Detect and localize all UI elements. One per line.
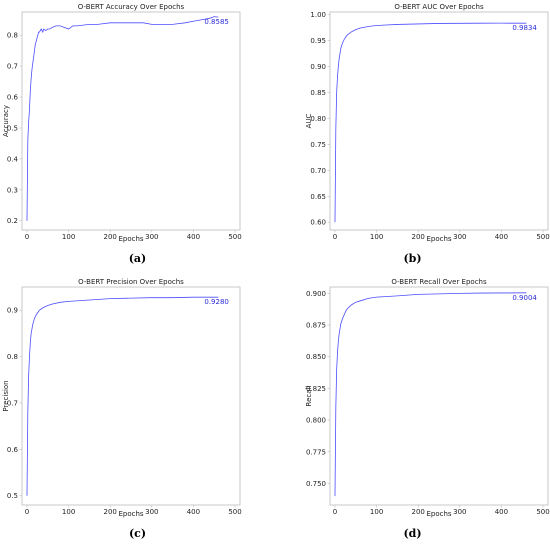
x-tick-label: 400 bbox=[187, 233, 200, 241]
x-tick-label: 400 bbox=[495, 233, 508, 241]
chart-title: O-BERT Accuracy Over Epochs bbox=[78, 3, 185, 11]
series-line bbox=[26, 16, 219, 221]
x-axis-label: Epochs bbox=[118, 235, 143, 243]
x-axis-label: Epochs bbox=[426, 235, 451, 243]
x-tick-label: 100 bbox=[62, 233, 75, 241]
y-tick-label: 0.6 bbox=[7, 94, 19, 102]
chart-panel-a: O-BERT Accuracy Over Epochs Epochs Accur… bbox=[0, 0, 275, 275]
y-tick-label: 0.85 bbox=[310, 89, 326, 97]
x-tick-label: 200 bbox=[412, 508, 425, 516]
y-tick-label: 0.750 bbox=[306, 480, 326, 488]
chart-panel-d: O-BERT Recall Over Epochs Epochs Recall … bbox=[275, 275, 550, 550]
chart-a-svg: O-BERT Accuracy Over Epochs Epochs Accur… bbox=[2, 3, 242, 243]
y-tick-label: 0.800 bbox=[306, 417, 326, 425]
y-ticks: 0.60 0.65 0.70 0.75 0.80 0.85 0.90 0.95 1.00 bbox=[310, 11, 330, 227]
chart-panel-b: O-BERT AUC Over Epochs Epochs AUC 0 100 20… bbox=[275, 0, 550, 275]
y-tick-label: 0.825 bbox=[306, 385, 326, 393]
plot-frame bbox=[21, 11, 241, 231]
series-line bbox=[334, 22, 527, 223]
x-tick-label: 0 bbox=[333, 233, 337, 241]
y-axis-label: Recall bbox=[305, 386, 313, 407]
y-tick-label: 0.8 bbox=[7, 353, 18, 361]
y-tick-label: 0.80 bbox=[310, 115, 326, 123]
y-tick-label: 0.7 bbox=[7, 399, 18, 407]
y-tick-label: 0.90 bbox=[310, 63, 326, 71]
x-tick-label: 0 bbox=[25, 508, 29, 516]
y-tick-label: 0.6 bbox=[7, 446, 19, 454]
plot-frame bbox=[329, 11, 549, 231]
y-axis-label: AUC bbox=[305, 113, 313, 128]
y-tick-label: 0.850 bbox=[306, 353, 326, 361]
y-tick-label: 0.8 bbox=[7, 32, 18, 40]
y-ticks: 0.5 0.6 0.7 0.8 0.9 bbox=[7, 307, 22, 500]
y-axis-label: Precision bbox=[2, 380, 10, 411]
y-ticks: 0.2 0.3 0.4 0.5 0.6 0.7 0.8 bbox=[7, 32, 22, 225]
x-tick-label: 200 bbox=[104, 233, 117, 241]
y-tick-label: 0.60 bbox=[310, 219, 326, 227]
x-tick-label: 100 bbox=[62, 508, 75, 516]
y-tick-label: 0.70 bbox=[310, 167, 326, 175]
chart-caption: (a) bbox=[128, 252, 147, 265]
final-value-label: 0.9004 bbox=[512, 294, 537, 302]
chart-title: O-BERT AUC Over Epochs bbox=[394, 3, 484, 11]
x-tick-label: 0 bbox=[333, 508, 337, 516]
x-tick-label: 300 bbox=[453, 233, 466, 241]
y-tick-label: 0.95 bbox=[310, 37, 326, 45]
y-axis-label: Accuracy bbox=[2, 105, 10, 137]
chart-b-svg: O-BERT AUC Over Epochs Epochs AUC 0 100 20… bbox=[305, 3, 550, 243]
x-tick-label: 100 bbox=[370, 508, 383, 516]
y-tick-label: 0.900 bbox=[306, 290, 326, 298]
chart-caption: (c) bbox=[128, 527, 147, 540]
x-tick-label: 500 bbox=[536, 508, 549, 516]
x-tick-label: 100 bbox=[370, 233, 383, 241]
x-tick-label: 300 bbox=[453, 508, 466, 516]
plot-frame bbox=[329, 286, 549, 506]
x-tick-label: 500 bbox=[228, 508, 241, 516]
x-tick-label: 500 bbox=[536, 233, 549, 241]
x-axis-label: Epochs bbox=[426, 510, 451, 518]
final-value-label: 0.8585 bbox=[204, 18, 229, 26]
y-tick-label: 0.4 bbox=[7, 155, 19, 163]
x-ticks: 0 100 200 300 400 500 bbox=[25, 505, 242, 516]
chart-title: O-BERT Precision Over Epochs bbox=[78, 278, 184, 286]
chart-title: O-BERT Recall Over Epochs bbox=[391, 278, 487, 286]
x-tick-label: 300 bbox=[145, 233, 158, 241]
y-tick-label: 0.875 bbox=[306, 322, 326, 330]
y-tick-label: 0.775 bbox=[306, 448, 326, 456]
final-value-label: 0.9834 bbox=[512, 24, 537, 32]
x-tick-label: 200 bbox=[412, 233, 425, 241]
chart-c-svg: O-BERT Precision Over Epochs Epochs Prec… bbox=[2, 278, 242, 518]
x-ticks: 0 100 200 300 400 500 bbox=[25, 230, 242, 241]
x-axis-label: Epochs bbox=[118, 510, 143, 518]
y-tick-label: 0.5 bbox=[7, 124, 18, 132]
x-tick-label: 500 bbox=[228, 233, 241, 241]
y-tick-label: 1.00 bbox=[310, 11, 326, 19]
y-tick-label: 0.5 bbox=[7, 492, 18, 500]
chart-caption: (d) bbox=[403, 527, 422, 540]
x-ticks: 0 100 200 300 400 500 bbox=[333, 505, 550, 516]
x-tick-label: 0 bbox=[25, 233, 29, 241]
plot-frame bbox=[21, 286, 241, 506]
y-tick-label: 0.2 bbox=[7, 217, 18, 225]
series-line bbox=[334, 292, 527, 497]
x-tick-label: 400 bbox=[187, 508, 200, 516]
x-tick-label: 200 bbox=[104, 508, 117, 516]
x-tick-label: 400 bbox=[495, 508, 508, 516]
y-tick-label: 0.3 bbox=[7, 186, 18, 194]
series-line bbox=[26, 296, 219, 496]
x-tick-label: 300 bbox=[145, 508, 158, 516]
x-ticks: 0 100 200 300 400 500 bbox=[333, 230, 550, 241]
chart-caption: (b) bbox=[403, 252, 422, 265]
y-tick-label: 0.75 bbox=[310, 141, 326, 149]
y-tick-label: 0.65 bbox=[310, 193, 326, 201]
chart-panel-c: O-BERT Precision Over Epochs Epochs Prec… bbox=[0, 275, 275, 550]
final-value-label: 0.9280 bbox=[204, 298, 229, 306]
y-tick-label: 0.7 bbox=[7, 63, 18, 71]
y-tick-label: 0.9 bbox=[7, 307, 18, 315]
y-ticks: 0.750 0.775 0.800 0.825 0.850 0.875 0.900 bbox=[306, 290, 330, 488]
chart-d-svg: O-BERT Recall Over Epochs Epochs Recall … bbox=[305, 278, 550, 518]
